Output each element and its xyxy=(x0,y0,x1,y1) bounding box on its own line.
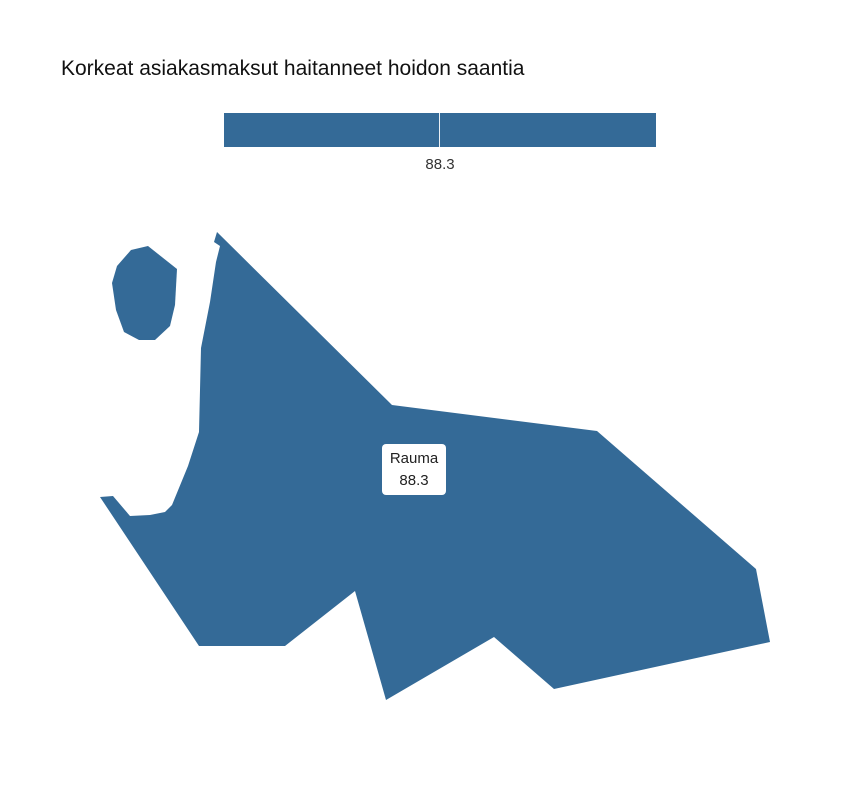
tooltip-region-value: 88.3 xyxy=(399,471,429,489)
legend-color-bar xyxy=(224,113,656,147)
tooltip-region-name: Rauma xyxy=(389,449,439,467)
legend-value-label: 88.3 xyxy=(425,156,455,173)
color-legend: 88.3 xyxy=(224,113,656,173)
region-tooltip: Rauma 88.3 xyxy=(382,444,446,495)
region-rauma-island[interactable] xyxy=(112,246,177,340)
chart-title: Korkeat asiakasmaksut haitanneet hoidon … xyxy=(61,57,525,80)
legend-tick xyxy=(439,113,440,147)
